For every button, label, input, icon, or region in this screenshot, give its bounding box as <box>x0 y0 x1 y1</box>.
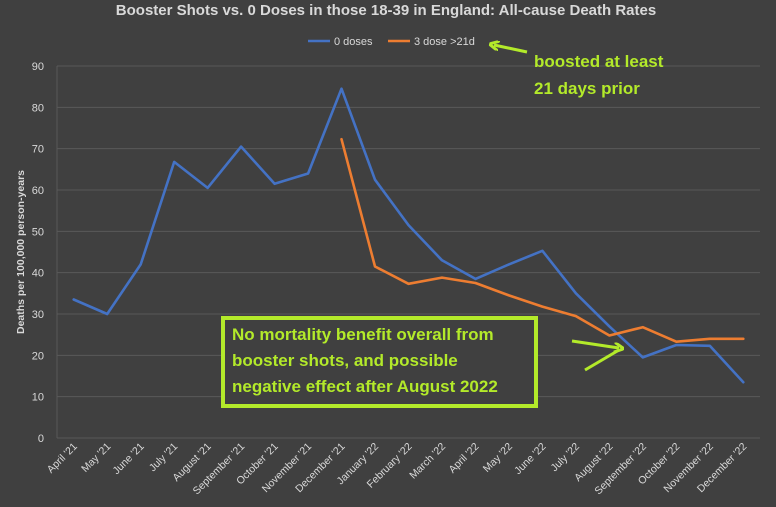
boosted-note-line-1: boosted at least <box>534 52 664 71</box>
conclusion-line-3: negative effect after August 2022 <box>232 377 498 396</box>
x-tick-label: July '21 <box>147 441 181 475</box>
series-1 <box>340 137 745 343</box>
legend-arrow <box>494 45 528 54</box>
legend-label-0-doses: 0 doses <box>334 36 373 48</box>
chart-title: Booster Shots vs. 0 Doses in those 18-39… <box>116 2 656 19</box>
legend-label-3-dose: 3 dose >21d <box>414 36 475 48</box>
conclusion-line-1: No mortality benefit overall from <box>232 325 494 344</box>
y-tick-label: 90 <box>32 61 44 73</box>
conclusion-arrow-upper <box>571 339 619 348</box>
y-ticks: 0 10 20 30 40 50 60 70 80 90 <box>32 61 44 445</box>
series-line-1 <box>340 137 745 343</box>
y-axis-label: Deaths per 100,000 person-years <box>15 170 27 334</box>
conclusion-line-2: booster shots, and possible <box>232 351 458 370</box>
conclusion-annotation: No mortality benefit overall from booste… <box>221 316 620 408</box>
x-tick-label: May '21 <box>79 441 113 475</box>
conclusion-arrow-lower <box>584 348 620 372</box>
x-tick-label: March '22 <box>407 441 448 482</box>
series-0 <box>72 87 745 384</box>
legend: 0 doses 3 dose >21d <box>308 36 475 48</box>
y-tick-label: 0 <box>38 433 44 445</box>
y-tick-label: 50 <box>32 226 44 238</box>
x-tick-label: May '22 <box>481 441 515 475</box>
x-tick-label: July '22 <box>549 441 583 475</box>
conclusion-box <box>221 316 538 408</box>
y-tick-label: 20 <box>32 350 44 362</box>
y-tick-label: 30 <box>32 309 44 321</box>
x-tick-label: June '21 <box>110 441 146 477</box>
y-tick-label: 60 <box>32 185 44 197</box>
series-layer <box>72 87 745 384</box>
boosted-note-line-2: 21 days prior <box>534 79 640 98</box>
y-tick-label: 10 <box>32 392 44 404</box>
x-tick-label: April '22 <box>446 441 481 476</box>
boosted-annotation: boosted at least 21 days prior <box>494 45 664 98</box>
y-tick-label: 40 <box>32 268 44 280</box>
y-tick-label: 80 <box>32 102 44 114</box>
x-tick-label: April '21 <box>45 441 80 476</box>
x-tick-label: June '22 <box>512 441 548 477</box>
y-tick-label: 70 <box>32 144 44 156</box>
